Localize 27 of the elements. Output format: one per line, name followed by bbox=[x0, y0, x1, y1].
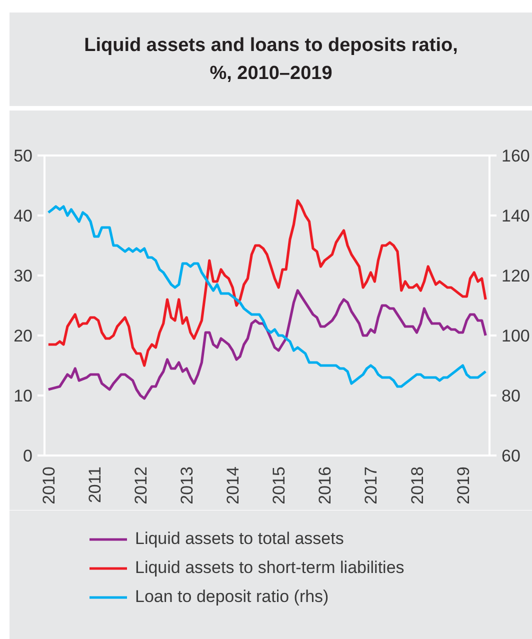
y-tick-label: 20 bbox=[14, 326, 33, 346]
y2-tick-label: 120 bbox=[502, 266, 530, 286]
y-tick-label: 0 bbox=[23, 446, 33, 466]
x-tick-label: 2013 bbox=[178, 466, 197, 504]
x-tick-label: 2012 bbox=[131, 466, 150, 504]
x-tick-label: 2014 bbox=[224, 466, 243, 504]
x-tick-label: 2016 bbox=[316, 466, 335, 504]
y2-tick-label: 100 bbox=[502, 326, 530, 346]
y-tick-label: 50 bbox=[14, 146, 33, 166]
x-tick-label: 2017 bbox=[362, 466, 381, 504]
x-tick-label: 2018 bbox=[408, 466, 427, 504]
y2-tick-label: 60 bbox=[502, 446, 520, 466]
y2-tick-label: 80 bbox=[502, 386, 520, 406]
legend-label: Liquid assets to short-term liabilities bbox=[135, 557, 404, 578]
chart-title: Liquid assets and loans to deposits ratio, %, 2010–2019 bbox=[84, 34, 458, 84]
y2-tick-label: 140 bbox=[502, 206, 530, 226]
legend-label: Liquid assets to total assets bbox=[135, 528, 344, 549]
x-tick-label: 2011 bbox=[85, 466, 104, 504]
y-tick-label: 10 bbox=[14, 386, 33, 406]
line-series bbox=[47, 289, 487, 400]
y-tick-label: 40 bbox=[14, 206, 33, 226]
legend-label: Loan to deposit ratio (rhs) bbox=[135, 586, 329, 607]
x-tick-label: 2019 bbox=[454, 466, 473, 504]
x-tick-label: 2015 bbox=[270, 466, 289, 504]
y2-tick-label: 160 bbox=[502, 146, 530, 166]
x-tick-label: 2010 bbox=[39, 466, 58, 504]
y-tick-label: 30 bbox=[14, 266, 33, 286]
